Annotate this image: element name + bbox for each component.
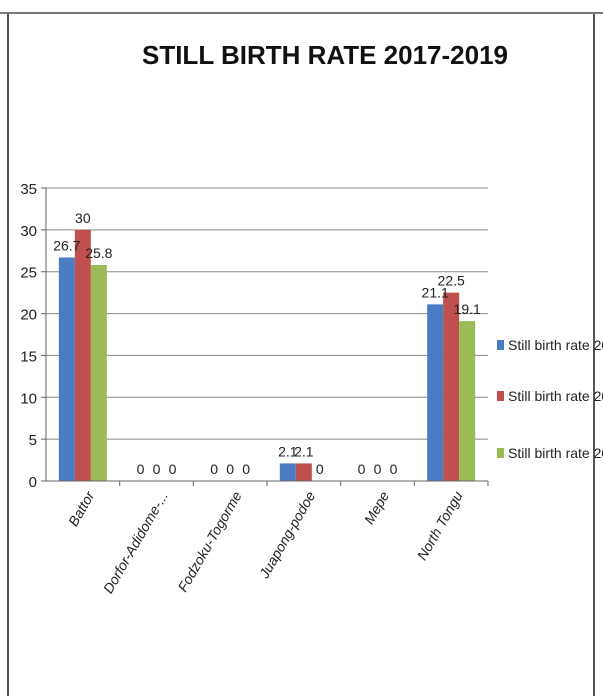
x-tick-label: North Tongu <box>414 488 466 562</box>
data-label: 0 <box>242 461 250 477</box>
x-axis: Battor Dorfor-Adidome-... Fodzoku-Togorme J… <box>46 480 489 597</box>
data-label: 0 <box>316 461 324 477</box>
legend-swatch <box>497 391 504 401</box>
data-label: 19.1 <box>454 301 481 317</box>
bar <box>295 463 312 481</box>
y-tick-label: 0 <box>29 474 37 491</box>
y-tick-label: 30 <box>20 223 37 240</box>
bar <box>90 265 107 481</box>
bar <box>443 292 460 481</box>
y-tick-label: 15 <box>20 348 37 365</box>
y-tick-label: 25 <box>20 265 37 282</box>
data-label: 0 <box>226 461 234 477</box>
data-label: 0 <box>374 461 382 477</box>
legend: Still birth rate 2017 Still birth rate 20… <box>497 337 603 461</box>
x-tick-label: Mepe <box>361 488 392 527</box>
data-label: 0 <box>169 461 177 477</box>
bar <box>58 257 75 481</box>
data-label: 30 <box>75 210 91 226</box>
legend-swatch <box>497 340 504 350</box>
bar <box>427 304 444 481</box>
y-axis: 0 5 10 15 20 25 30 35 <box>20 181 47 491</box>
x-tick-label: Fodzoku-Togorme <box>174 488 245 594</box>
legend-entry: Still birth rate 2019 <box>508 445 603 461</box>
y-tick-label: 5 <box>29 432 37 449</box>
data-label: 0 <box>153 461 161 477</box>
data-label: 22.5 <box>438 273 465 289</box>
bar <box>74 229 91 481</box>
data-label: 21.1 <box>422 284 449 300</box>
data-label: 26.7 <box>53 237 80 253</box>
data-label: 0 <box>137 461 145 477</box>
bar <box>279 463 296 481</box>
legend-swatch <box>497 448 504 458</box>
data-label: 2.1 <box>278 443 298 459</box>
data-label: 2.1 <box>294 443 314 459</box>
y-tick-label: 20 <box>20 307 37 324</box>
data-label: 0 <box>210 461 218 477</box>
grid-lines <box>46 187 488 440</box>
x-tick-label: Dorfor-Adidome-... <box>100 489 171 597</box>
legend-entry: Still birth rate 2018 <box>508 388 603 404</box>
legend-entry: Still birth rate 2017 <box>508 337 603 353</box>
data-label: 25.8 <box>85 245 112 261</box>
chart-frame <box>7 14 595 696</box>
y-tick-label: 35 <box>20 181 37 198</box>
data-label: 0 <box>358 461 366 477</box>
x-tick-label: Juapong-podoe <box>255 488 318 581</box>
x-tick-label: Battor <box>65 487 98 529</box>
data-label: 0 <box>390 461 398 477</box>
bar-series <box>58 229 476 481</box>
y-tick-label: 10 <box>20 390 37 407</box>
chart-title: STILL BIRTH RATE 2017-2019 <box>142 40 508 70</box>
top-border <box>0 0 603 14</box>
bar <box>459 321 476 481</box>
